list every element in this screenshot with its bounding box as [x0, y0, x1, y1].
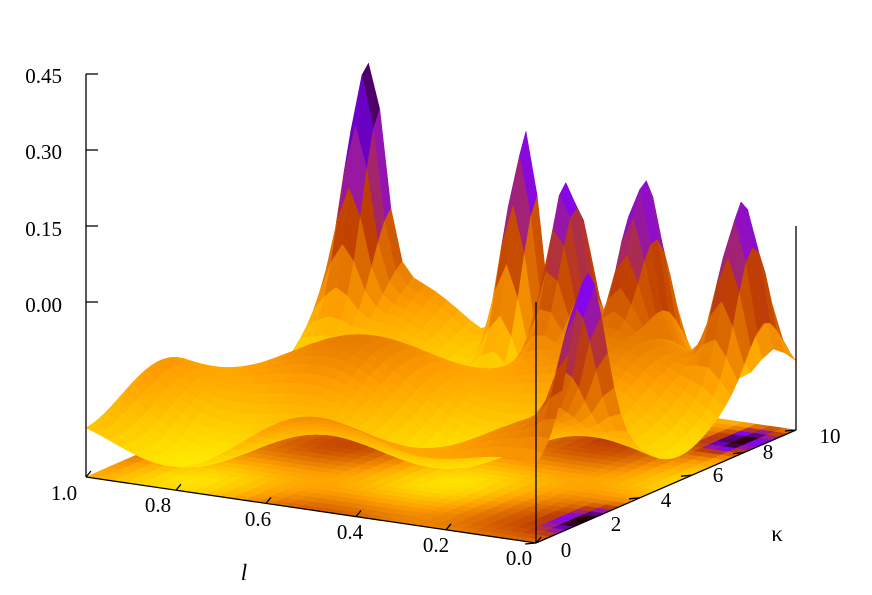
- surface: [85, 62, 797, 470]
- x-tick-label: 0.2: [423, 533, 449, 557]
- axes-frame: [85, 73, 797, 545]
- x-tick-label: 0.6: [245, 507, 271, 531]
- z-tick-label: 0.45: [25, 64, 62, 88]
- x-axis-line: [85, 476, 537, 544]
- x-tick: [175, 483, 182, 491]
- y-tick: [524, 542, 537, 545]
- x-tick: [445, 523, 452, 531]
- y-tick: [680, 474, 693, 477]
- y-tick: [628, 497, 641, 500]
- x-tick: [265, 496, 272, 504]
- y-tick-label: 8: [763, 440, 774, 464]
- z-tick-label: 0.15: [25, 217, 62, 241]
- x-axis-title: l: [241, 560, 247, 585]
- x-tick-label: 0.8: [145, 493, 171, 517]
- y-tick-label: 0: [561, 538, 572, 562]
- x-tick-label: 0.4: [337, 520, 364, 544]
- y-tick: [576, 519, 589, 523]
- x-tick: [535, 536, 542, 544]
- y-tick-label: 4: [661, 488, 672, 512]
- z-tick-label: 0.30: [25, 140, 62, 164]
- y-axis-line: [535, 429, 797, 544]
- surface-cell: [524, 449, 543, 465]
- y-tick: [784, 429, 797, 432]
- x-tick: [85, 470, 92, 478]
- y-axis-title: κ: [771, 521, 783, 546]
- x-tick-label: 1.0: [51, 481, 77, 505]
- y-tick-label: 10: [820, 424, 841, 448]
- y-tick-label: 2: [611, 512, 622, 536]
- x-tick-label: 0.0: [506, 546, 532, 570]
- x-tick: [355, 510, 362, 518]
- z-tick-label: 0.00: [25, 293, 62, 317]
- y-tick-label: 6: [713, 463, 724, 487]
- y-tick: [732, 451, 745, 455]
